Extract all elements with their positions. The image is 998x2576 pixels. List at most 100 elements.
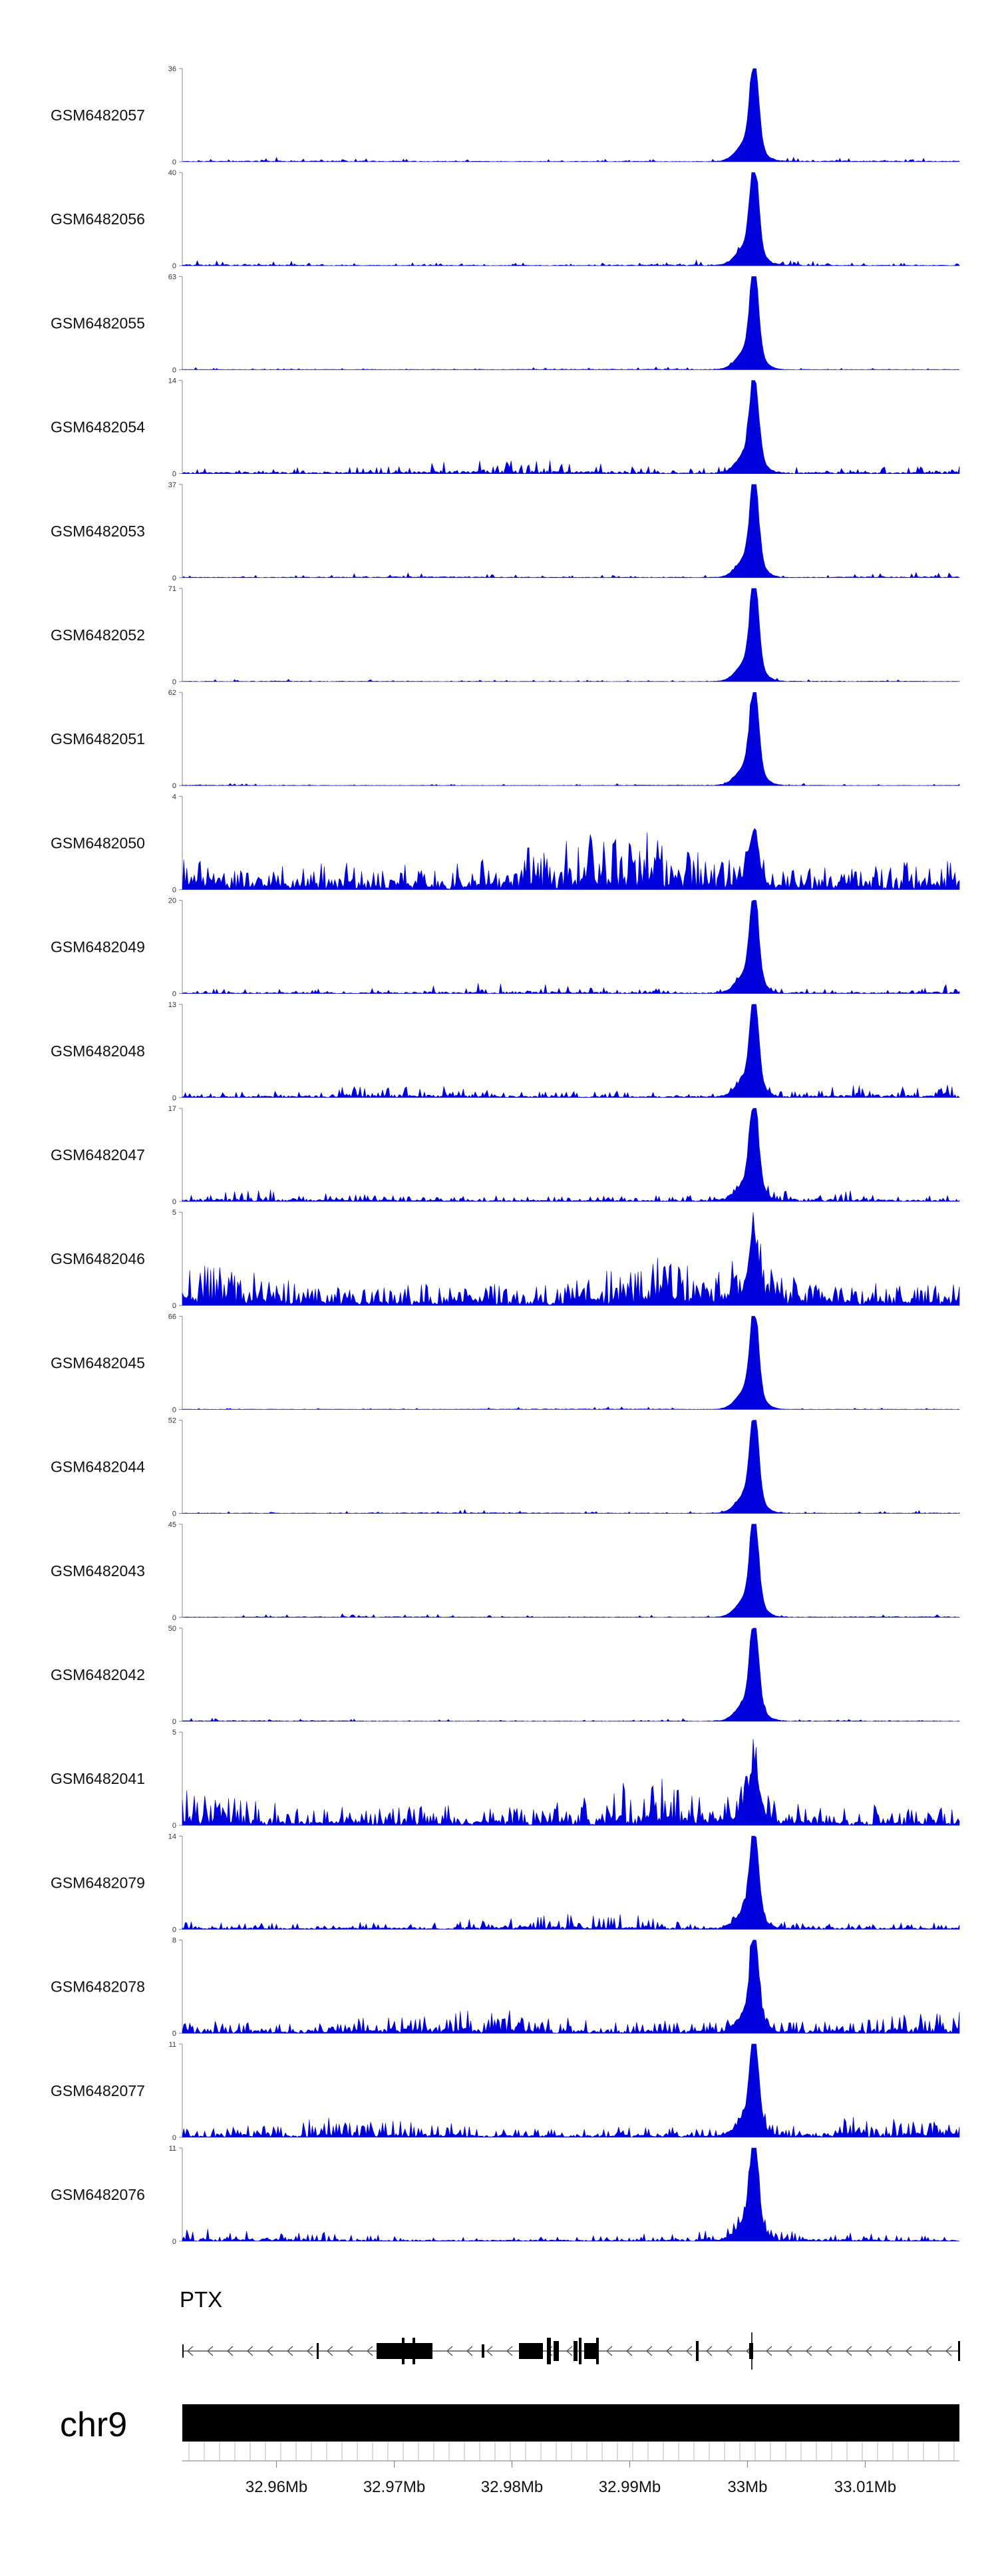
coverage-area [182, 2147, 960, 2243]
coverage-area [182, 588, 960, 682]
track-ymin-label: 0 [172, 574, 176, 582]
strand-chevron-icon [266, 2346, 273, 2356]
track-ymax-label: 4 [172, 793, 176, 801]
track-label: GSM6482048 [51, 1042, 145, 1060]
track-label: GSM6482079 [51, 1874, 145, 1891]
coverage-area [182, 276, 960, 370]
strand-chevron-icon [346, 2346, 353, 2356]
genome-axis-tick-label: 32.97Mb [363, 2478, 425, 2496]
strand-chevron-icon [905, 2346, 912, 2356]
track-GSM6482046: GSM6482046 5 0 [51, 1209, 960, 1310]
coverage-area [182, 1627, 960, 1722]
strand-chevron-icon [306, 2346, 313, 2356]
strand-chevron-icon [685, 2346, 693, 2356]
coverage-area [182, 380, 960, 475]
track-GSM6482041: GSM6482041 5 0 [51, 1729, 960, 1830]
track-ymin-label: 0 [172, 1926, 176, 1934]
coverage-area [182, 172, 960, 267]
track-ymax-label: 14 [168, 1832, 176, 1840]
track-ymax-label: 8 [172, 1937, 176, 1945]
track-ymax-label: 17 [168, 1105, 176, 1113]
chromosome-label: chr9 [60, 2406, 127, 2444]
track-label: GSM6482042 [51, 1666, 145, 1683]
strand-chevron-icon [186, 2346, 194, 2356]
gene-exon [554, 2341, 559, 2361]
track-ymin-label: 0 [172, 158, 176, 166]
track-label: GSM6482052 [51, 626, 145, 644]
strand-chevron-icon [625, 2346, 633, 2356]
track-GSM6482047: GSM6482047 17 0 [51, 1105, 960, 1206]
track-ymax-label: 52 [168, 1417, 176, 1425]
track-ymax-label: 36 [168, 65, 176, 73]
gene-exon [482, 2344, 484, 2358]
strand-chevron-icon [825, 2346, 832, 2356]
coverage-area [182, 1004, 960, 1098]
track-label: GSM6482054 [51, 419, 145, 436]
track-label: GSM6482076 [51, 2186, 145, 2203]
genome-axis-tick-label: 33.01Mb [834, 2478, 896, 2496]
coverage-area [182, 1836, 960, 1930]
track-ymin-label: 0 [172, 1198, 176, 1206]
track-ymin-label: 0 [172, 678, 176, 686]
gene-exon [402, 2338, 405, 2364]
gene-exon [547, 2338, 551, 2364]
track-ymin-label: 0 [172, 1510, 176, 1518]
track-label: GSM6482044 [51, 1458, 145, 1476]
strand-chevron-icon [446, 2346, 453, 2356]
track-label: GSM6482056 [51, 210, 145, 228]
coverage-area [182, 1940, 960, 2034]
track-label: GSM6482053 [51, 523, 145, 540]
strand-chevron-icon [665, 2346, 673, 2356]
strand-chevron-icon [605, 2346, 613, 2356]
track-label: GSM6482045 [51, 1354, 145, 1371]
strand-chevron-icon [865, 2346, 872, 2356]
track-GSM6482057: GSM6482057 36 0 [51, 65, 960, 166]
coverage-area [182, 1316, 960, 1410]
track-GSM6482042: GSM6482042 50 0 [51, 1625, 960, 1726]
track-label: GSM6482057 [51, 107, 145, 124]
gene-model [182, 2332, 960, 2370]
track-label: GSM6482041 [51, 1770, 145, 1787]
strand-chevron-icon [226, 2346, 234, 2356]
coverage-area [182, 2043, 960, 2138]
track-ymin-label: 0 [172, 366, 176, 374]
gene-exon [413, 2338, 415, 2364]
track-GSM6482054: GSM6482054 14 0 [51, 377, 960, 479]
track-ymin-label: 0 [172, 471, 176, 479]
track-GSM6482043: GSM6482043 45 0 [51, 1521, 960, 1622]
track-ymin-label: 0 [172, 782, 176, 790]
strand-chevron-icon [885, 2346, 892, 2356]
coverage-area [182, 692, 960, 786]
strand-chevron-icon [705, 2346, 713, 2356]
track-ymax-label: 45 [168, 1521, 176, 1529]
coverage-area [182, 900, 960, 994]
track-ymin-label: 0 [172, 1094, 176, 1102]
track-GSM6482044: GSM6482044 52 0 [51, 1417, 960, 1518]
strand-chevron-icon [925, 2346, 932, 2356]
genome-axis-tick-label: 33Mb [727, 2478, 767, 2496]
coverage-area [182, 1108, 960, 1202]
strand-chevron-icon [466, 2346, 473, 2356]
coverage-area [182, 828, 960, 891]
gene-exon [958, 2341, 960, 2361]
track-label: GSM6482050 [51, 834, 145, 851]
track-ymax-label: 71 [168, 585, 176, 593]
track-GSM6482055: GSM6482055 63 0 [51, 273, 960, 374]
track-ymin-label: 0 [172, 990, 176, 998]
track-ymin-label: 0 [172, 1614, 176, 1622]
strand-chevron-icon [366, 2346, 373, 2356]
track-ymax-label: 11 [169, 2041, 176, 2049]
track-GSM6482077: GSM6482077 11 0 [51, 2041, 960, 2142]
gene-name-label: PTX [180, 2287, 222, 2312]
track-label: GSM6482046 [51, 1250, 145, 1267]
track-label: GSM6482049 [51, 939, 145, 956]
gene-exon [574, 2341, 578, 2361]
strand-chevron-icon [206, 2346, 214, 2356]
strand-chevron-icon [326, 2346, 333, 2356]
track-ymin-label: 0 [172, 1302, 176, 1310]
track-ymin-label: 0 [172, 262, 176, 270]
track-ymin-label: 0 [172, 886, 176, 894]
strand-chevron-icon [765, 2346, 772, 2356]
gene-track: PTX [180, 2287, 960, 2370]
track-GSM6482076: GSM6482076 11 0 [51, 2145, 960, 2246]
